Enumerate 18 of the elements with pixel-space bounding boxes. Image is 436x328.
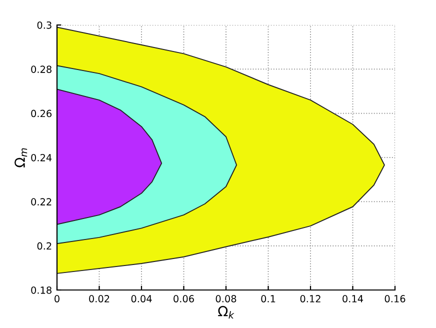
x-tick-label: 0.12 — [300, 295, 320, 302]
x-tick-label: 0.08 — [216, 295, 236, 302]
x-tick-label: 0.04 — [131, 295, 152, 302]
y-tick-label: 0.2 — [37, 242, 52, 250]
x-tick-label: 0 — [54, 295, 60, 302]
y-tick-label: 0.26 — [31, 110, 52, 118]
y-tick-label: 0.28 — [31, 66, 52, 73]
x-tick-label: 0.02 — [89, 295, 110, 302]
x-tick-label: 0.14 — [342, 295, 364, 302]
y-tick-label: 0.18 — [31, 286, 52, 294]
x-tick-label: 0.06 — [174, 295, 194, 302]
y-tick-label: 0.22 — [31, 198, 52, 206]
y-tick-label: 0.24 — [31, 154, 52, 162]
y-tick-label: 0.3 — [37, 21, 52, 29]
x-axis-title: Ω$_{k}$ — [218, 306, 234, 318]
x-tick-label: 0.1 — [261, 295, 276, 302]
y-axis-title: Ω$_{m}$ — [14, 148, 28, 168]
x-tick-label: 0.16 — [384, 295, 406, 302]
